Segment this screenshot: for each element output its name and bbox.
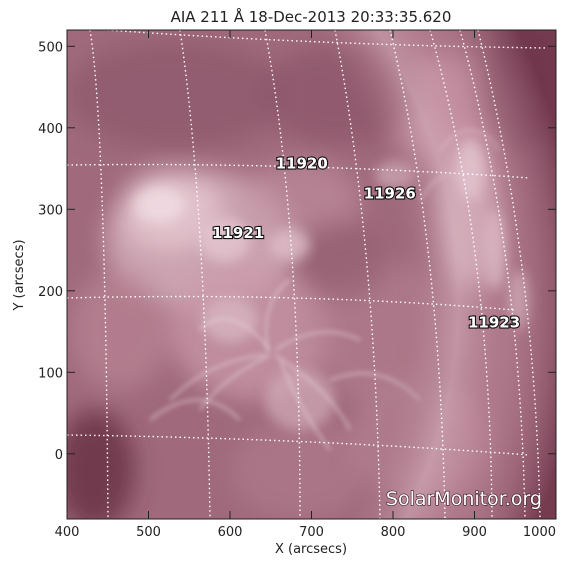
y-axis-label: Y (arcsecs) (12, 239, 27, 311)
x-tick-label: 700 (299, 525, 324, 540)
x-tick-label: 800 (381, 525, 406, 540)
euv-image (67, 30, 556, 519)
active-region-label-11920: 11920 (276, 155, 328, 173)
x-tick-label: 1000 (523, 525, 556, 540)
x-axis-label: X (arcsecs) (275, 542, 347, 557)
x-tick-label: 600 (218, 525, 243, 540)
heliographic-grid (67, 30, 549, 519)
y-tick-label: 0 (55, 448, 63, 463)
axis-ticks (66, 30, 557, 519)
active-region-label-11923: 11923 (468, 313, 520, 331)
active-region-labels: 11920 11926 11921 11923 (211, 153, 521, 332)
x-tick-label: 400 (55, 525, 80, 540)
x-tick-label: 500 (136, 525, 161, 540)
y-tick-label: 400 (38, 122, 63, 137)
y-tick-label: 200 (38, 285, 63, 300)
y-tick-label: 300 (38, 203, 63, 218)
y-tick-label: 500 (38, 40, 63, 55)
tick-labels: 400 500 600 700 800 900 1000 0 100 200 300 400 500 (38, 40, 556, 540)
active-region-label-11926: 11926 (364, 185, 416, 203)
watermark: SolarMonitor.org (386, 488, 542, 510)
x-tick-label: 900 (462, 525, 487, 540)
y-tick-label: 100 (38, 366, 63, 381)
active-region-label-11921: 11921 (212, 224, 264, 242)
chart-title: AIA 211 Å 18-Dec-2013 20:33:35.620 (171, 7, 452, 26)
